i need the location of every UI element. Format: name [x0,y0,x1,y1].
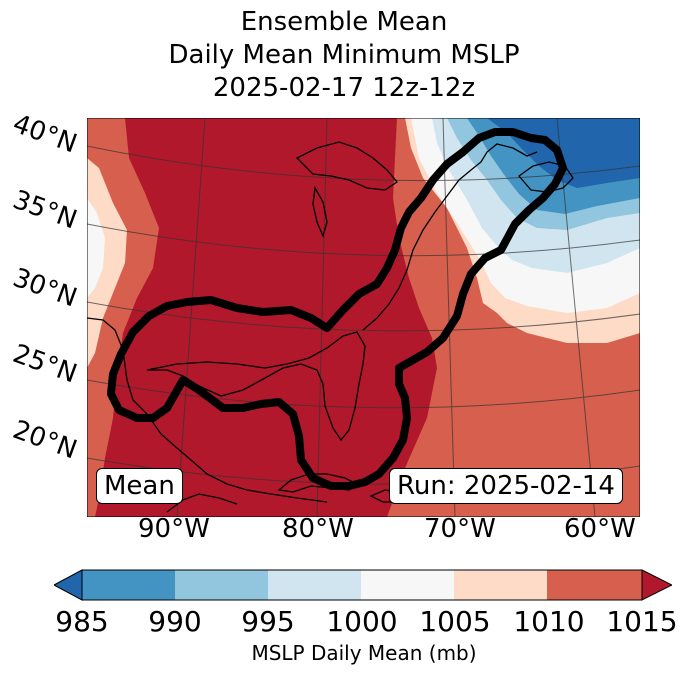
colorbar-bin-995-1000 [268,570,361,600]
lon-label-60w: 60°W [564,514,636,544]
title-line-2: Daily Mean Minimum MSLP [168,40,520,70]
colorbar [54,569,672,601]
colorbar-bin-990-995 [175,570,268,600]
lon-label-90w: 90°W [138,514,210,544]
colorbar-tick-1015: 1015 [606,605,678,638]
title-line-3: 2025-02-17 12z-12z [212,73,476,103]
field-1005-west [87,158,127,368]
colorbar-bin-985-990 [82,570,175,600]
coastlines [87,141,574,513]
lon-label-70w: 70°W [424,514,496,544]
title-line-1: Ensemble Mean [240,7,448,37]
colorbar-tick-1010: 1010 [513,605,585,638]
run-date-box: Run: 2025-02-14 [389,468,623,504]
lon-label-80w: 80°W [282,514,354,544]
colorbar-tick-1000: 1000 [326,605,398,638]
lat-label-40n: 40°N [8,108,81,160]
colorbar-under-arrow [54,569,83,601]
mslp-map [87,118,640,517]
lat-label-25n: 25°N [8,338,81,390]
contour-outline [107,128,567,490]
colorbar-tick-985: 985 [55,605,109,638]
field-1000-west [87,198,105,298]
colorbar-label: MSLP Daily Mean (mb) [251,641,477,665]
colorbar-tick-995: 995 [241,605,295,638]
lat-label-30n: 30°N [8,262,81,314]
colorbar-bin-1005-1010 [454,570,547,600]
lat-label-20n: 20°N [8,414,81,466]
graticule-lines [87,118,640,517]
colorbar-tick-990: 990 [148,605,202,638]
lat-label-35n: 35°N [8,184,81,236]
colorbar-bin-1000-1005 [361,570,454,600]
colorbar-bin-1010-1015 [547,570,642,600]
colorbar-over-arrow [641,569,672,601]
mean-label-box: Mean [96,468,183,504]
colorbar-tick-1005: 1005 [419,605,491,638]
